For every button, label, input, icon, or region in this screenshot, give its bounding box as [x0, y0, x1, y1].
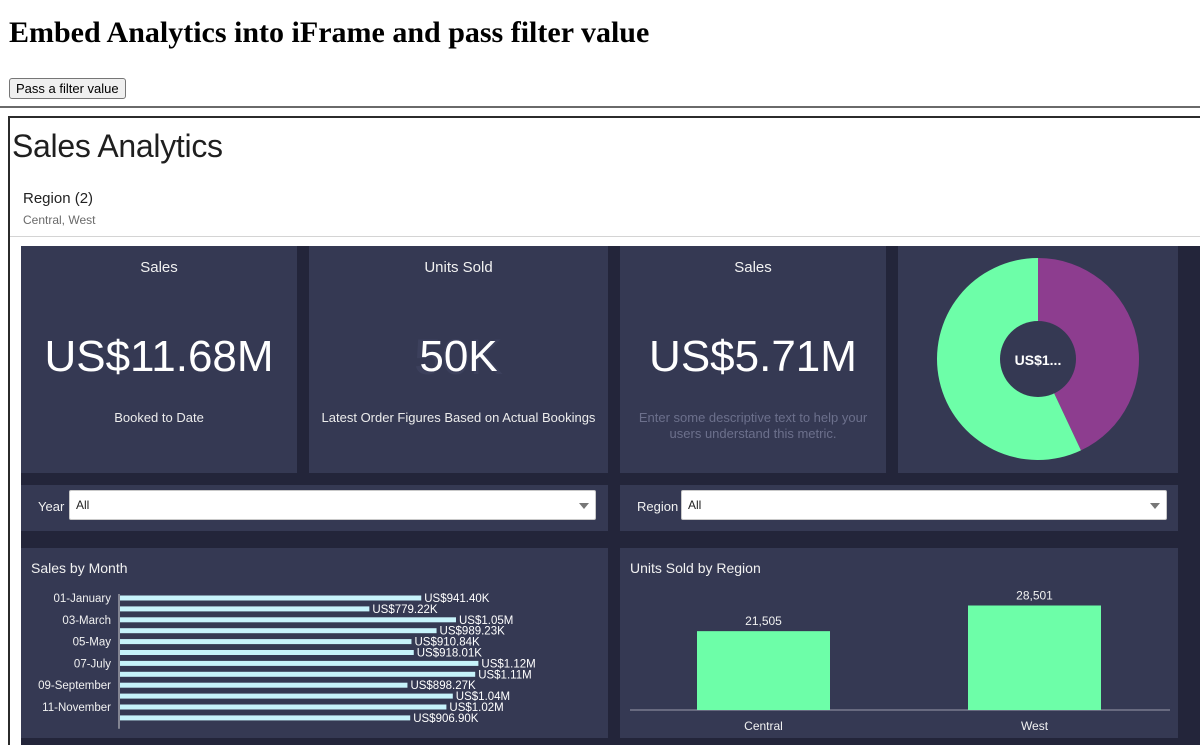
y-tick-label: 11-November — [42, 702, 111, 714]
page-divider — [0, 106, 1200, 108]
region-filter-tile: Region All — [620, 485, 1178, 531]
pass-filter-button[interactable]: Pass a filter value — [9, 78, 126, 99]
region-select-label: Region — [637, 499, 679, 514]
region-filter-label: Region (2) — [23, 190, 94, 207]
region-filter-values: Central, West — [23, 213, 96, 227]
kpi-subtitle: Booked to Date — [114, 410, 204, 425]
kpi-title: Units Sold — [424, 259, 493, 276]
bar-05-May[interactable] — [120, 639, 412, 645]
kpi-tile-units-sold[interactable]: Units Sold 50K 50K Latest Order Figures … — [309, 246, 608, 473]
kpi-title: Sales — [734, 259, 772, 276]
chart-title: Units Sold by Region — [630, 560, 761, 576]
bar-06-June[interactable] — [120, 650, 414, 655]
bar-central[interactable] — [697, 631, 830, 710]
bar-value-label: 21,505 — [745, 614, 782, 628]
y-tick-label: 09-September — [38, 680, 111, 692]
bar-10-October[interactable] — [120, 693, 453, 699]
units-by-region-chart: 21,505 Central 28,501 West — [630, 588, 1170, 733]
dashboard-canvas: Sales US$11.68M Booked to Date Units Sol… — [21, 246, 1200, 745]
bar-west[interactable] — [968, 605, 1101, 710]
bar-04-April[interactable] — [120, 628, 437, 634]
y-tick-label: 03-March — [62, 615, 111, 627]
x-tick-label: West — [1021, 719, 1049, 733]
y-tick-label: 07-July — [74, 658, 111, 670]
region-select-value: All — [688, 498, 702, 512]
bar-08-August[interactable] — [120, 671, 476, 677]
bar-value-label: US$918.01K — [417, 648, 483, 660]
bar-value-label: US$1.11M — [478, 669, 531, 681]
x-tick-label: Central — [744, 719, 783, 733]
kpi-value: 50K — [419, 332, 498, 381]
bar-value-label: 28,501 — [1016, 588, 1053, 602]
units-by-region-tile[interactable]: Units Sold by Region 21,505 Central 28,501… — [620, 548, 1178, 738]
bar-03-March[interactable] — [120, 617, 456, 623]
bar-value-label: US$898.27K — [410, 680, 476, 692]
bar-value-label: US$1.04M — [456, 691, 510, 703]
kpi-value: US$11.68M — [44, 332, 274, 381]
bar-value-label: US$1.12M — [481, 658, 535, 670]
year-filter-label: Year — [38, 499, 65, 514]
bar-value-label: US$779.22K — [372, 604, 438, 616]
chevron-down-icon[interactable] — [1150, 503, 1160, 509]
donut-center-label: US$1... — [1015, 352, 1062, 368]
bar-value-label: US$1.02M — [449, 702, 503, 714]
analytics-title: Sales Analytics — [12, 128, 223, 164]
kpi-description: Enter some descriptive text to help your… — [638, 410, 868, 441]
region-filter-chip[interactable]: Region (2) Central, West — [23, 190, 95, 227]
bar-value-label: US$910.84K — [414, 637, 480, 649]
bar-value-label: US$989.23K — [440, 626, 506, 638]
region-select[interactable]: All — [681, 490, 1167, 520]
bar-11-November[interactable] — [120, 704, 447, 710]
filter-bar-divider — [10, 236, 1200, 237]
year-filter-tile: Year All — [21, 485, 608, 531]
kpi-watermark: 50K — [414, 329, 503, 385]
analytics-iframe[interactable]: Sales Analytics Region (2) Central, West… — [8, 116, 1200, 745]
year-select[interactable]: All — [69, 490, 596, 520]
chart-title: Sales by Month — [31, 560, 128, 576]
bar-02-February[interactable] — [120, 606, 370, 612]
bar-value-label: US$941.40K — [424, 593, 490, 605]
y-tick-label: 05-May — [73, 637, 112, 649]
donut-slice-central[interactable] — [1038, 258, 1139, 451]
kpi-title: Sales — [140, 259, 178, 276]
bar-07-July[interactable] — [120, 660, 479, 666]
bar-01-January[interactable] — [120, 595, 422, 601]
sales-by-month-chart: US$941.40K 01-January US$779.22K US$1.05M 03… — [38, 593, 536, 729]
bar-value-label: US$1.05M — [459, 615, 513, 627]
donut-tile[interactable]: US$1... — [898, 246, 1178, 473]
year-select-value: All — [76, 498, 90, 512]
sales-by-month-tile[interactable]: Sales by Month US$941.40K 01-January US$77… — [21, 548, 608, 738]
y-tick-label: 01-January — [53, 593, 111, 605]
kpi-subtitle: Latest Order Figures Based on Actual Boo… — [321, 410, 596, 425]
kpi-tile-sales-booked[interactable]: Sales US$11.68M Booked to Date — [21, 246, 297, 473]
page-title: Embed Analytics into iFrame and pass fil… — [9, 16, 650, 49]
kpi-tile-sales-metric[interactable]: Sales US$5.71M Enter some descriptive te… — [620, 246, 886, 473]
chevron-down-icon[interactable] — [579, 503, 589, 509]
donut-hole — [1000, 321, 1076, 397]
kpi-value: US$5.71M — [649, 332, 857, 381]
bar-09-September[interactable] — [120, 682, 408, 688]
bar-value-label: US$906.90K — [413, 713, 479, 725]
donut-chart: US$1... — [937, 258, 1139, 460]
bar-12-December[interactable] — [120, 715, 411, 721]
